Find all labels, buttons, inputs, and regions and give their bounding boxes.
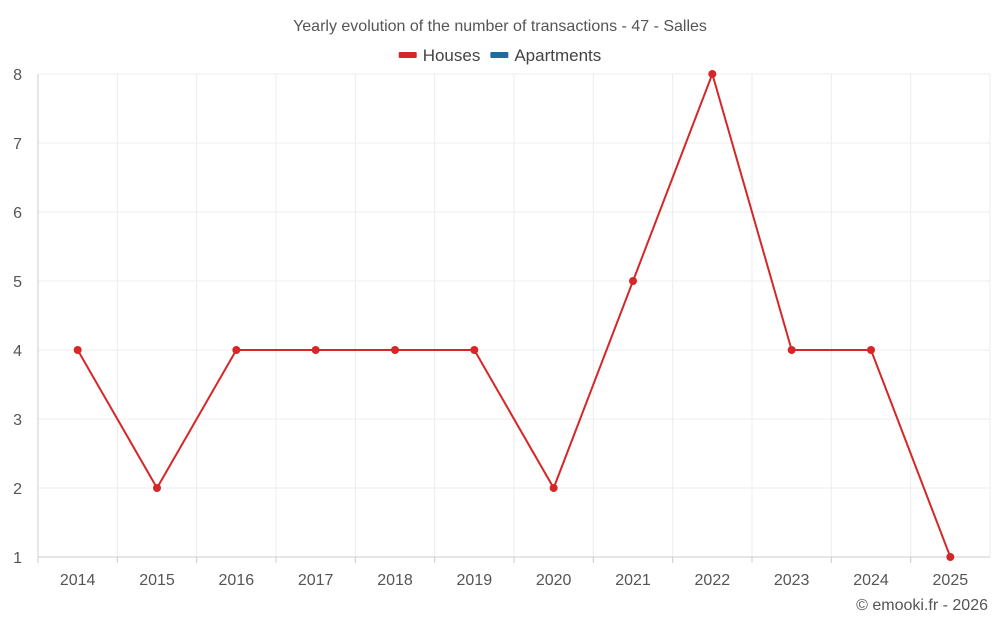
x-tick-label: 2020 (536, 572, 572, 589)
x-tick-label: 2022 (695, 572, 731, 589)
data-point[interactable] (311, 346, 320, 354)
x-tick-label: 2018 (377, 572, 413, 589)
y-tick-label: 3 (13, 412, 22, 429)
y-tick-label: 1 (13, 550, 22, 567)
x-tick-label: 2019 (457, 572, 493, 589)
legend-swatch (490, 52, 509, 58)
data-point[interactable] (946, 553, 955, 561)
data-point[interactable] (787, 346, 796, 354)
y-tick-label: 4 (13, 343, 22, 360)
series (73, 70, 955, 561)
y-tick-label: 5 (13, 274, 22, 291)
data-point[interactable] (391, 346, 399, 354)
x-tick-label: 2015 (139, 572, 175, 589)
data-point[interactable] (867, 346, 875, 354)
data-point[interactable] (232, 346, 241, 354)
axes: 1 2 3 4 5 6 7 8 2014 2015 2016 2017 2018 2019 2020 2021… (13, 67, 990, 589)
x-tick-label: 2016 (219, 572, 255, 589)
x-tick-label: 2023 (774, 572, 810, 589)
y-tick-label: 6 (13, 205, 22, 222)
series-line-houses[interactable] (76, 70, 952, 558)
data-point[interactable] (549, 484, 558, 492)
data-point[interactable] (153, 484, 161, 492)
credit-text: © emooki.fr - 2026 (856, 597, 988, 614)
x-tick-label: 2017 (298, 572, 334, 589)
legend-item-houses[interactable]: Houses (398, 46, 481, 65)
data-point[interactable] (470, 346, 479, 354)
legend-swatch (398, 52, 417, 58)
x-tick-label: 2025 (933, 572, 969, 589)
legend-item-apartments[interactable]: Apartments (490, 46, 601, 65)
data-point[interactable] (629, 277, 637, 285)
x-tick-label: 2014 (60, 572, 96, 589)
grid (37, 73, 991, 558)
legend[interactable]: Houses Apartments (398, 46, 602, 65)
data-point[interactable] (708, 70, 717, 78)
data-point[interactable] (73, 346, 82, 354)
y-tick-label: 7 (13, 136, 22, 153)
x-tick-label: 2024 (853, 572, 889, 589)
legend-label: Apartments (514, 46, 601, 65)
legend-label: Houses (423, 46, 481, 65)
y-tick-label: 2 (13, 481, 22, 498)
y-tick-label: 8 (13, 67, 22, 84)
x-tick-label: 2021 (615, 572, 651, 589)
chart-title: Yearly evolution of the number of transa… (293, 18, 707, 35)
